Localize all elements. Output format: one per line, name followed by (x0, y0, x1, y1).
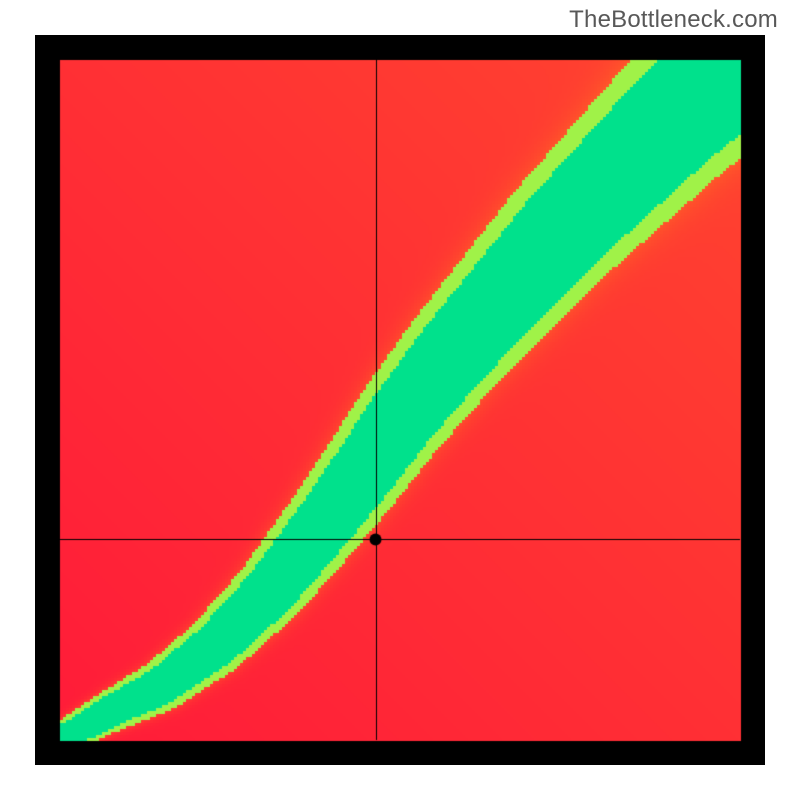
watermark-text: TheBottleneck.com (569, 6, 778, 34)
bottleneck-heatmap (35, 35, 765, 765)
plot-outer-frame (35, 35, 765, 765)
